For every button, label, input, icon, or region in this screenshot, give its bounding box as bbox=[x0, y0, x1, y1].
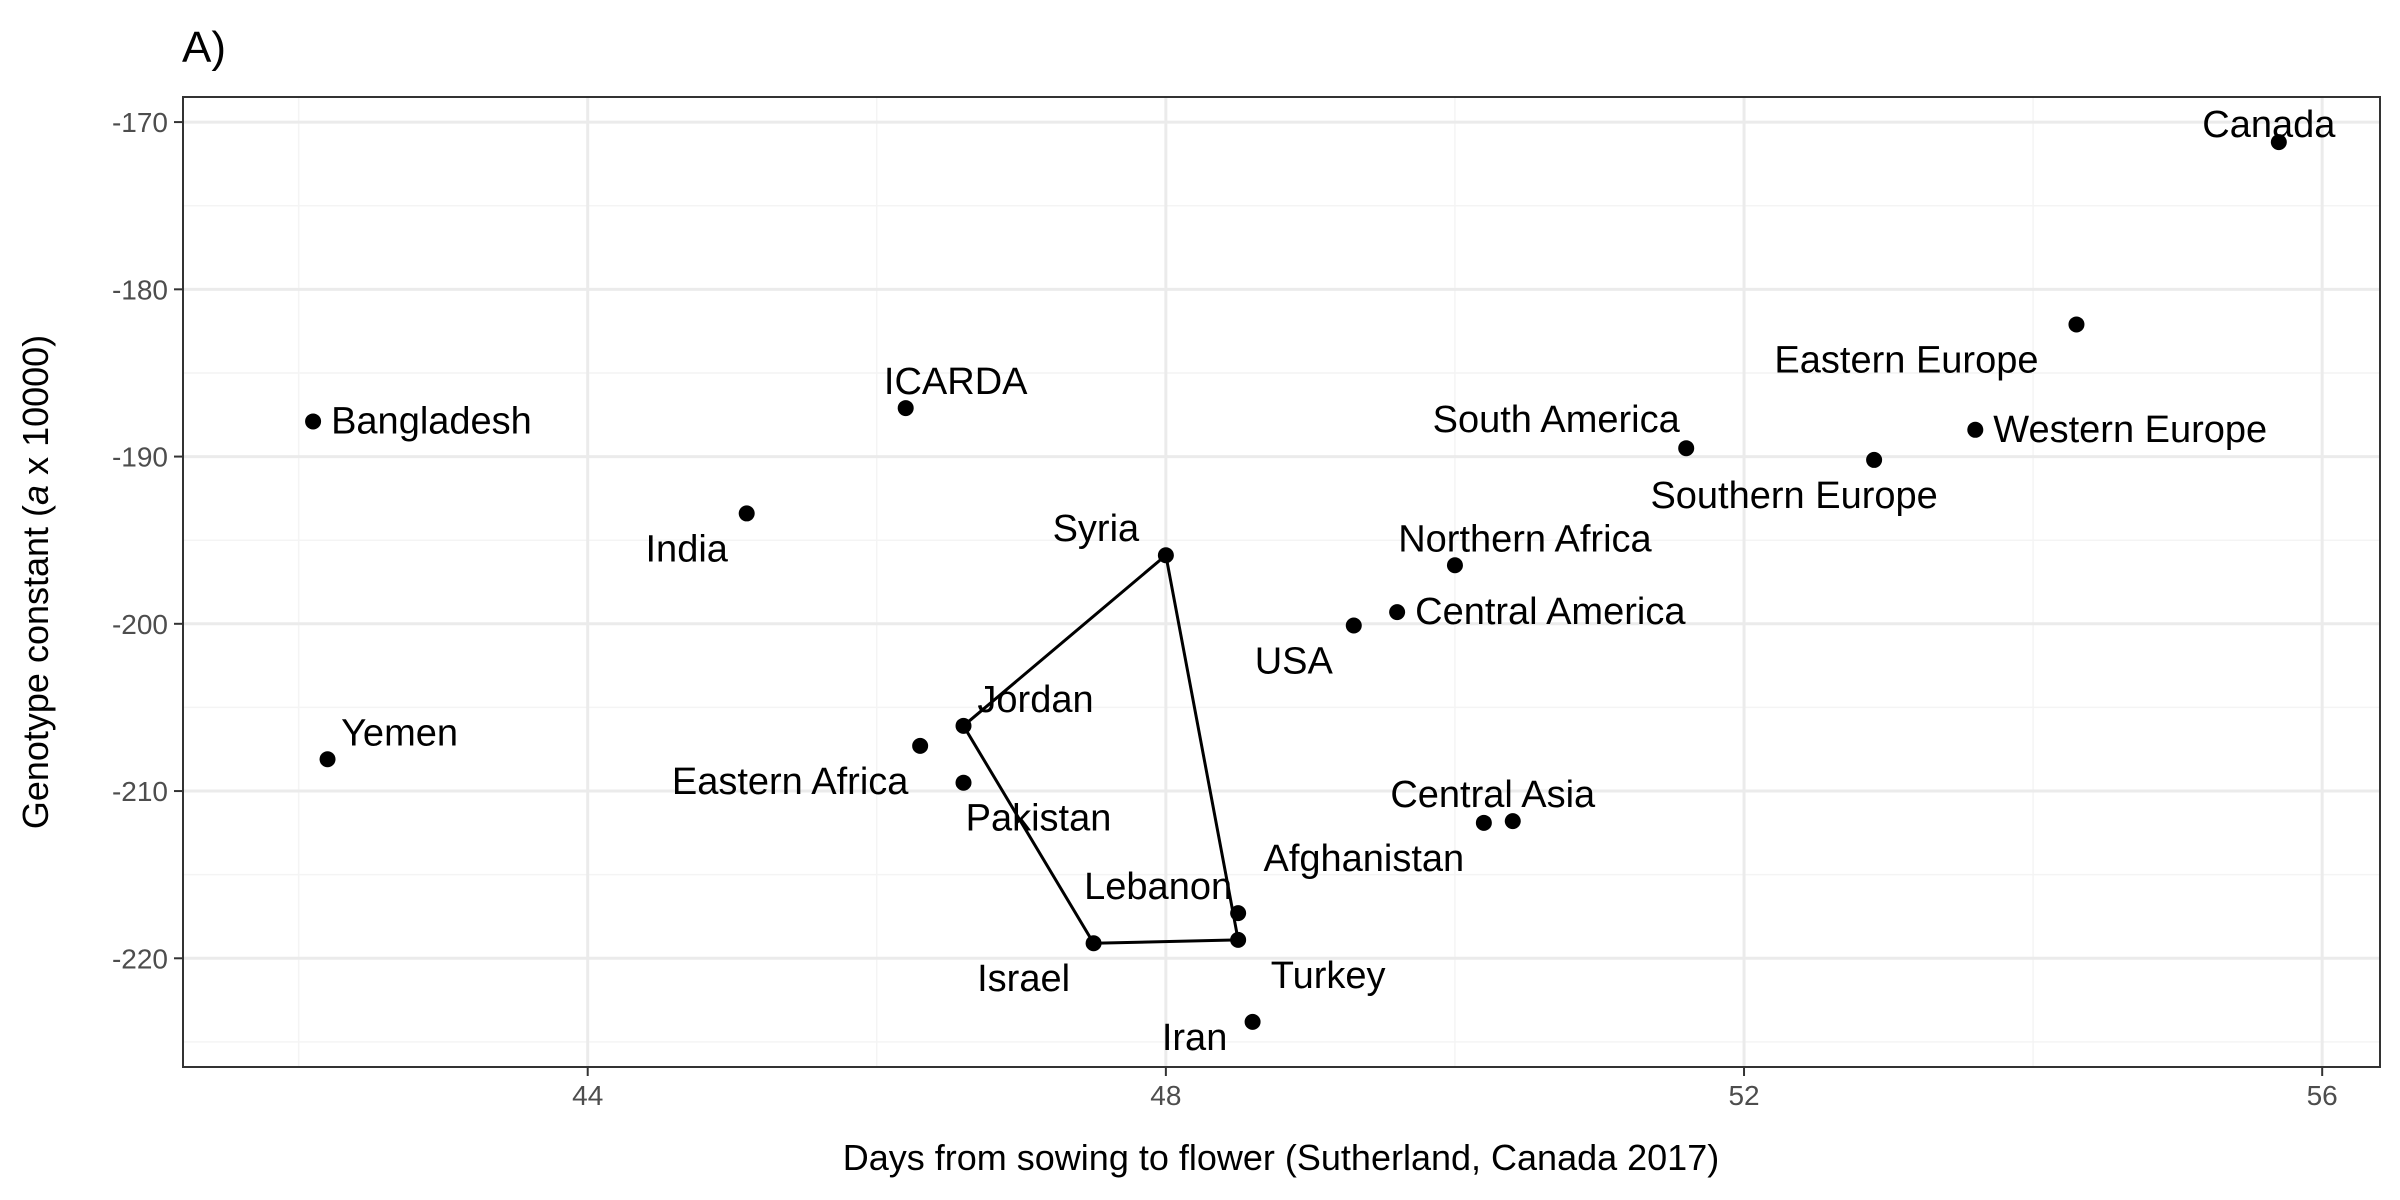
label-central-america: Central America bbox=[1415, 591, 1686, 633]
point-india bbox=[738, 505, 755, 522]
label-israel: Israel bbox=[977, 958, 1070, 1000]
label-lebanon: Lebanon bbox=[1084, 866, 1232, 908]
label-south-america: South America bbox=[1433, 399, 1681, 441]
label-canada: Canada bbox=[2202, 104, 2336, 146]
x-tick-label: 52 bbox=[1728, 1080, 1759, 1111]
point-jordan bbox=[955, 717, 972, 734]
point-pakistan bbox=[955, 774, 972, 791]
point-israel bbox=[1085, 935, 1102, 952]
point-lebanon bbox=[1230, 905, 1247, 922]
point-syria bbox=[1157, 547, 1174, 564]
label-eastern-africa: Eastern Africa bbox=[672, 761, 909, 803]
grid-lines bbox=[183, 97, 2380, 1067]
y-tick-label: -210 bbox=[112, 776, 168, 807]
y-axis-title-end: x 10000) bbox=[15, 335, 56, 485]
point-southern-europe bbox=[1866, 451, 1883, 468]
point-canada bbox=[2270, 134, 2287, 151]
x-tick-label: 44 bbox=[572, 1080, 603, 1111]
point-iran bbox=[1244, 1013, 1261, 1030]
axis-ticks: 44 48 52 56 -170 -180 -190 -200 -210 -220 bbox=[112, 107, 2338, 1111]
label-icarda: ICARDA bbox=[884, 361, 1028, 403]
y-tick-label: -180 bbox=[112, 274, 168, 305]
x-tick-label: 56 bbox=[2307, 1080, 2338, 1111]
label-bangladesh: Bangladesh bbox=[331, 400, 532, 442]
y-axis-title-italic: a bbox=[15, 485, 56, 505]
label-pakistan: Pakistan bbox=[966, 798, 1112, 840]
x-tick-label: 48 bbox=[1150, 1080, 1181, 1111]
label-northern-africa: Northern Africa bbox=[1398, 518, 1652, 560]
point-yemen bbox=[319, 751, 336, 768]
y-tick-label: -170 bbox=[112, 107, 168, 138]
point-icarda bbox=[897, 400, 914, 417]
label-eastern-europe: Eastern Europe bbox=[1774, 339, 2038, 381]
label-india: India bbox=[646, 528, 729, 570]
point-western-europe bbox=[1967, 421, 1984, 438]
label-jordan: Jordan bbox=[977, 679, 1093, 721]
point-south-america bbox=[1678, 440, 1695, 457]
label-central-asia: Central Asia bbox=[1390, 774, 1596, 816]
point-central-asia bbox=[1504, 813, 1521, 830]
label-southern-europe: Southern Europe bbox=[1650, 475, 1937, 517]
point-northern-africa bbox=[1446, 557, 1463, 574]
y-tick-label: -190 bbox=[112, 442, 168, 473]
plot-frame bbox=[182, 96, 2381, 1068]
point-afghanistan bbox=[1475, 814, 1492, 831]
y-axis-title-start: Genotype constant ( bbox=[15, 505, 56, 829]
point-bangladesh bbox=[305, 413, 322, 430]
point-eastern-europe bbox=[2068, 316, 2085, 333]
point-central-america bbox=[1389, 604, 1406, 621]
y-axis-title: Genotype constant (a x 10000) bbox=[15, 335, 56, 829]
x-axis-title: Days from sowing to flower (Sutherland, … bbox=[843, 1137, 1719, 1178]
label-turkey: Turkey bbox=[1271, 955, 1386, 997]
label-usa: USA bbox=[1255, 640, 1334, 682]
label-syria: Syria bbox=[1053, 508, 1140, 550]
label-iran: Iran bbox=[1162, 1017, 1227, 1059]
point-eastern-africa bbox=[912, 737, 929, 754]
label-western-europe: Western Europe bbox=[1993, 409, 2267, 451]
point-turkey bbox=[1230, 931, 1247, 948]
label-afghanistan: Afghanistan bbox=[1263, 838, 1464, 880]
point-usa bbox=[1345, 617, 1362, 634]
panel-tag: A) bbox=[182, 23, 226, 72]
point-labels: Canada Eastern Europe Western Europe Southe… bbox=[331, 104, 2336, 1059]
plot-background bbox=[183, 97, 2380, 1067]
data-points bbox=[305, 134, 2287, 1030]
y-tick-label: -220 bbox=[112, 943, 168, 974]
label-yemen: Yemen bbox=[341, 712, 458, 754]
y-tick-label: -200 bbox=[112, 609, 168, 640]
